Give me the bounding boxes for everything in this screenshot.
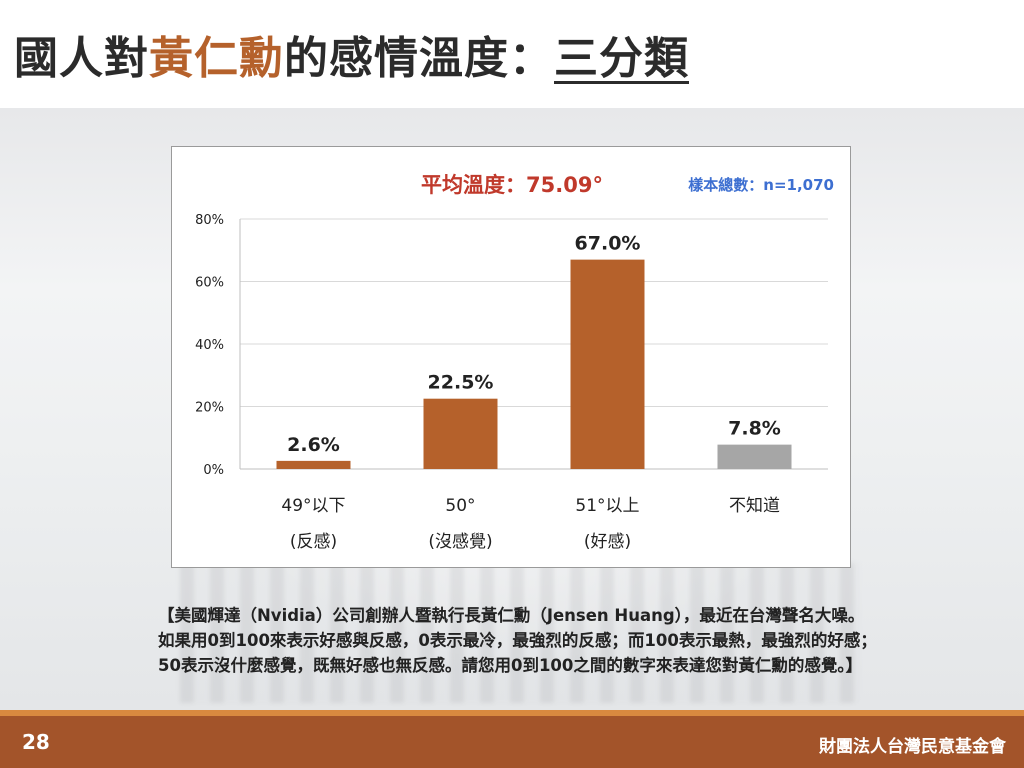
- page-number: 28: [22, 730, 50, 754]
- organization-name: 財團法人台灣民意基金會: [819, 737, 1006, 757]
- title-highlight-name: 黃仁勳: [149, 33, 284, 84]
- sample-size-label: 樣本總數：n=1,070: [688, 176, 834, 194]
- title-bar: 國人對黃仁勳的感情溫度：三分類: [0, 0, 1024, 108]
- title-part-4: 三分類: [554, 33, 689, 84]
- data-label-4: 7.8%: [728, 418, 781, 440]
- data-label-3: 67.0%: [575, 233, 641, 255]
- data-label-1: 2.6%: [287, 434, 340, 456]
- x-tick-label-3: 51°以上: [575, 496, 639, 516]
- bar-1: [276, 460, 351, 469]
- chart-panel: 平均溫度：75.09° 樣本總數：n=1,070 0% 20% 40% 60% 80% 2.6…: [171, 146, 851, 568]
- footer-bar: 28 財團法人台灣民意基金會: [0, 716, 1024, 768]
- title-part-3: 的感情溫度：: [284, 33, 554, 84]
- y-tick-label: 0%: [203, 463, 224, 478]
- y-tick-label: 20%: [195, 401, 224, 416]
- x-tick-label-2: 50°: [445, 496, 475, 516]
- average-temperature-label: 平均溫度：75.09°: [421, 173, 603, 197]
- y-tick-label: 60%: [195, 276, 224, 291]
- data-label-2: 22.5%: [428, 372, 494, 394]
- x-tick-label-1: 49°以下: [281, 496, 345, 516]
- page-title: 國人對黃仁勳的感情溫度：三分類: [14, 22, 689, 86]
- y-tick-label: 40%: [195, 338, 224, 353]
- x-tick-sublabel-3: (好感): [584, 532, 631, 552]
- x-tick-sublabel-1: (反感): [290, 532, 337, 552]
- background-crowd-image: [180, 563, 860, 703]
- bar-chart: 平均溫度：75.09° 樣本總數：n=1,070 0% 20% 40% 60% 80% 2.6…: [195, 173, 834, 552]
- x-tick-label-4: 不知道: [729, 496, 780, 516]
- x-tick-sublabel-2: (沒感覺): [428, 532, 492, 552]
- footer-divider: [0, 710, 1024, 716]
- title-part-1: 國人對: [14, 33, 149, 84]
- y-tick-label: 80%: [195, 213, 224, 228]
- bar-3: [570, 259, 645, 469]
- bar-4: [717, 444, 792, 469]
- bar-2: [423, 398, 498, 469]
- question-caption: 【美國輝達（Nvidia）公司創辦人暨執行長黃仁勳（Jensen Huang），…: [158, 606, 877, 675]
